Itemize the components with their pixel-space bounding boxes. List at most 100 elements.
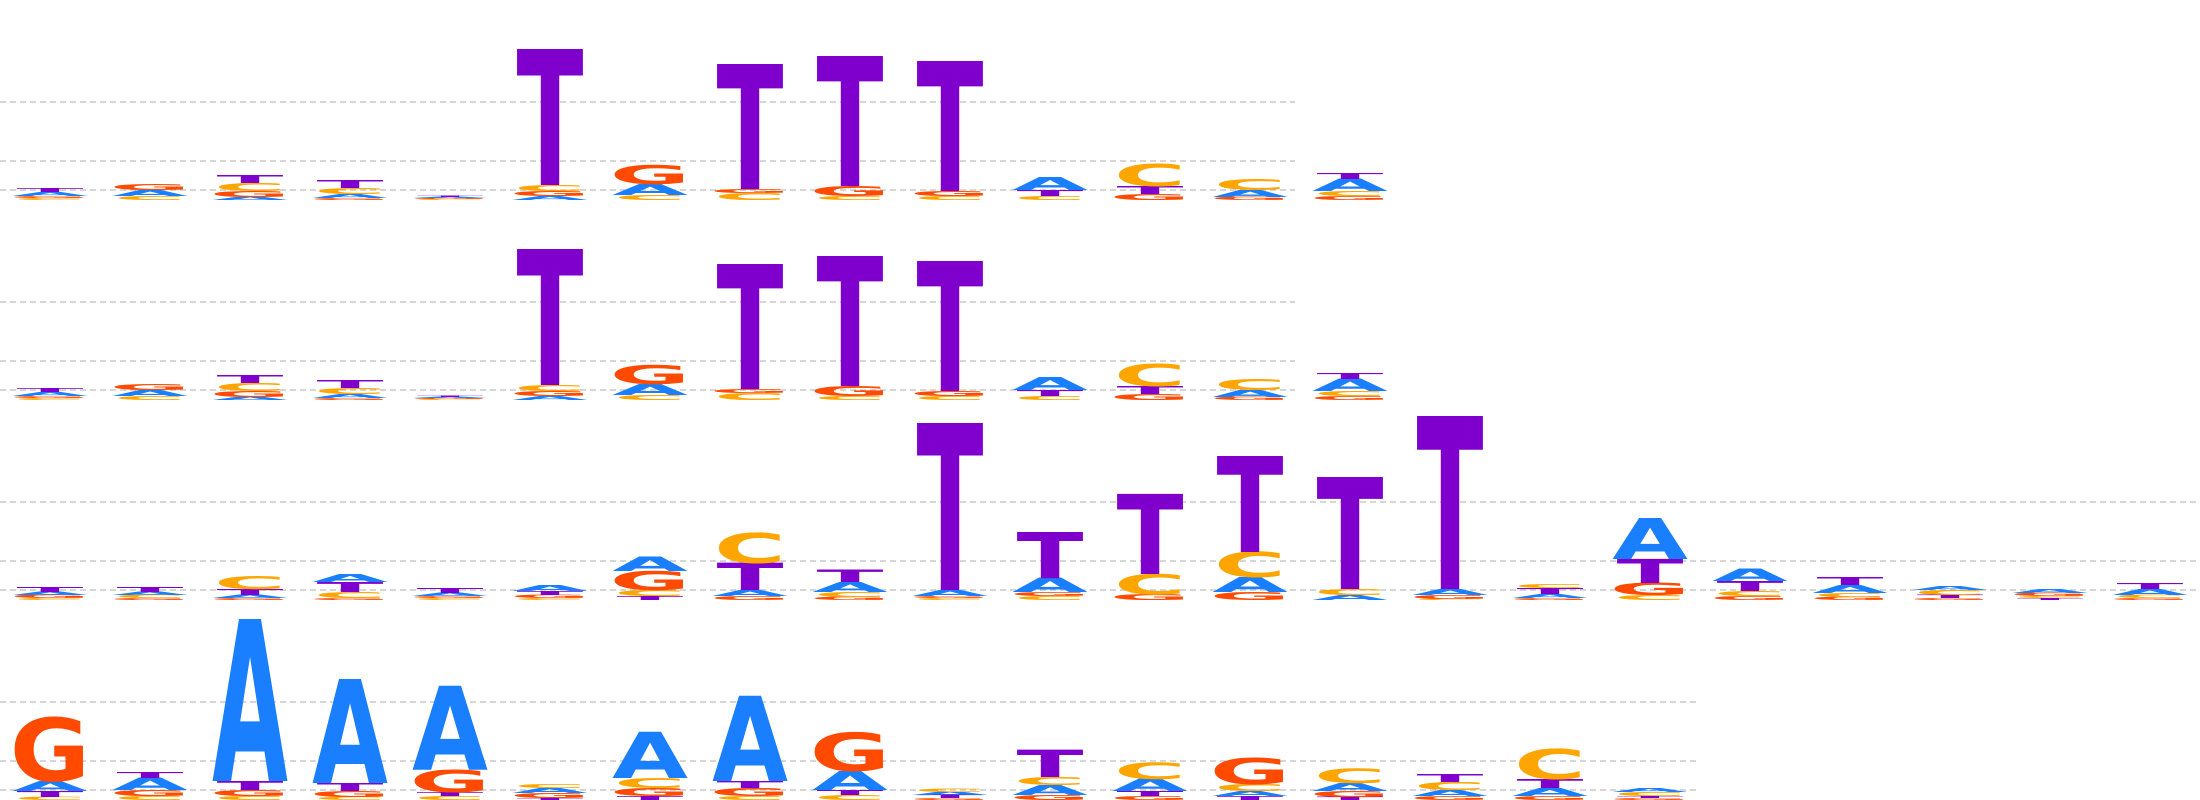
nucleotide-g: G bbox=[510, 390, 590, 398]
nucleotide-g: G bbox=[1210, 196, 1290, 201]
nucleotide-g: G bbox=[710, 188, 790, 194]
nucleotide-c: C bbox=[914, 598, 986, 601]
nucleotide-t: T bbox=[1017, 388, 1085, 398]
nucleotide-a: A bbox=[612, 181, 688, 199]
nucleotide-a: A bbox=[312, 650, 388, 800]
nucleotide-a: A bbox=[112, 188, 188, 198]
nucleotide-g: G bbox=[910, 798, 990, 800]
nucleotide-c: C bbox=[1214, 176, 1286, 194]
nucleotide-g: G bbox=[110, 382, 190, 392]
nucleotide-g: G bbox=[10, 196, 90, 199]
nucleotide-a: A bbox=[1112, 776, 1189, 795]
nucleotide-a: A bbox=[1212, 188, 1288, 199]
logo-column: CTA bbox=[1012, 174, 1089, 202]
nucleotide-c: C bbox=[1714, 590, 1786, 598]
nucleotide-c: C bbox=[114, 594, 186, 599]
nucleotide-t: T bbox=[417, 587, 484, 595]
nucleotide-g: G bbox=[210, 788, 290, 798]
nucleotide-t: T bbox=[17, 387, 84, 393]
nucleotide-g: G bbox=[1210, 590, 1290, 603]
nucleotide-c: C bbox=[914, 195, 986, 201]
nucleotide-a: A bbox=[1412, 788, 1488, 798]
nucleotide-c: C bbox=[1214, 546, 1286, 586]
nucleotide-g: G bbox=[110, 182, 190, 192]
logo-column: CTA bbox=[1012, 374, 1089, 402]
nucleotide-t: T bbox=[1317, 171, 1385, 181]
nucleotide-a: A bbox=[1312, 176, 1389, 195]
nucleotide-c: C bbox=[1614, 791, 1686, 797]
nucleotide-a: A bbox=[12, 191, 88, 197]
nucleotide-t: T bbox=[117, 770, 185, 780]
logo-column: CAG bbox=[610, 360, 690, 402]
nucleotide-a: A bbox=[1812, 583, 1888, 596]
nucleotide-a: A bbox=[912, 791, 988, 796]
nucleotide-t: T bbox=[317, 579, 384, 595]
nucleotide-c: C bbox=[614, 194, 686, 202]
nucleotide-c: C bbox=[614, 588, 686, 598]
nucleotide-g: G bbox=[110, 598, 190, 601]
nucleotide-a: A bbox=[812, 579, 888, 595]
nucleotide-t: T bbox=[1317, 796, 1384, 800]
nucleotide-a: A bbox=[1012, 174, 1089, 195]
nucleotide-a: A bbox=[1312, 594, 1388, 602]
nucleotide-t: T bbox=[517, 13, 584, 230]
nucleotide-a: A bbox=[512, 583, 588, 593]
nucleotide-g: G bbox=[1710, 595, 1790, 601]
nucleotide-t: T bbox=[817, 20, 884, 228]
nucleotide-t: T bbox=[1317, 371, 1385, 381]
nucleotide-g: G bbox=[1210, 752, 1290, 793]
nucleotide-c: C bbox=[514, 783, 586, 789]
nucleotide-c: C bbox=[1514, 583, 1586, 589]
nucleotide-t: T bbox=[1417, 368, 1484, 645]
nucleotide-t: T bbox=[117, 586, 184, 594]
nucleotide-t: T bbox=[317, 378, 384, 391]
nucleotide-c: C bbox=[1314, 765, 1386, 788]
nucleotide-g: G bbox=[410, 198, 490, 200]
nucleotide-a: A bbox=[312, 572, 388, 585]
nucleotide-g: G bbox=[510, 594, 590, 599]
nucleotide-c: C bbox=[1114, 759, 1186, 785]
nucleotide-g: G bbox=[1910, 598, 1990, 601]
nucleotide-g: G bbox=[910, 596, 990, 599]
logo-column: GAC bbox=[1210, 376, 1290, 401]
nucleotide-g: G bbox=[710, 786, 790, 799]
nucleotide-a: A bbox=[512, 195, 588, 201]
nucleotide-t: T bbox=[1317, 447, 1384, 626]
nucleotide-t: T bbox=[1117, 384, 1184, 397]
nucleotide-g: G bbox=[1110, 592, 1190, 602]
logo-column: CAG bbox=[110, 182, 190, 201]
nucleotide-c: C bbox=[1014, 195, 1086, 201]
nucleotide-t: T bbox=[1717, 578, 1784, 594]
nucleotide-c: C bbox=[614, 775, 686, 791]
nucleotide-g: G bbox=[1410, 795, 1490, 800]
nucleotide-g: G bbox=[910, 190, 990, 198]
nucleotide-c: C bbox=[1914, 589, 1986, 597]
nucleotide-t: T bbox=[317, 781, 384, 794]
nucleotide-g: G bbox=[310, 398, 390, 401]
nucleotide-a: A bbox=[1412, 587, 1488, 597]
nucleotide-a: A bbox=[312, 393, 388, 399]
nucleotide-a: A bbox=[12, 778, 88, 794]
nucleotide-a: A bbox=[1012, 574, 1088, 597]
nucleotide-t: T bbox=[1017, 188, 1085, 198]
nucleotide-t: T bbox=[817, 220, 884, 428]
nucleotide-t: T bbox=[417, 396, 484, 398]
nucleotide-c: C bbox=[414, 199, 486, 201]
nucleotide-a: A bbox=[1612, 787, 1688, 793]
nucleotide-c: C bbox=[14, 796, 86, 800]
nucleotide-a: A bbox=[212, 196, 288, 201]
